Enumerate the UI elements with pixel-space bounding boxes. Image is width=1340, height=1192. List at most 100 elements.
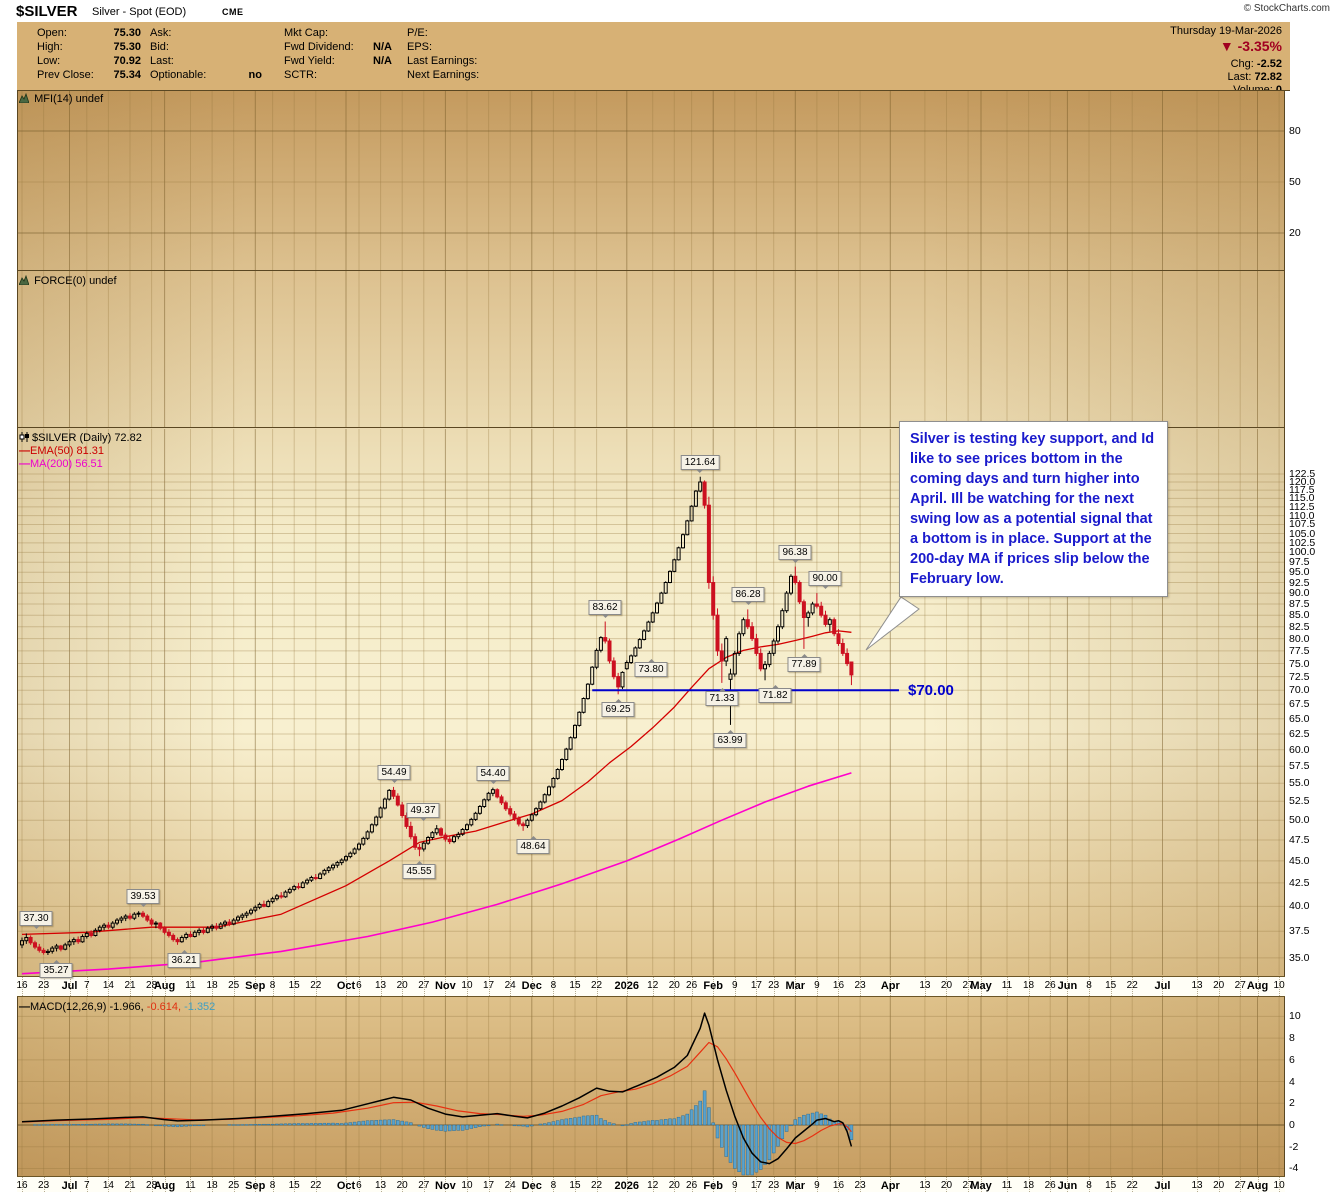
week-tick bbox=[652, 1177, 654, 1192]
week-tick bbox=[1089, 1177, 1091, 1192]
week-tick bbox=[272, 977, 274, 996]
x-axis-label: Jun bbox=[1057, 1180, 1078, 1192]
y-axis-label: 35.0 bbox=[1289, 952, 1310, 964]
y-axis-label: -4 bbox=[1289, 1162, 1299, 1175]
y-axis-label: 57.5 bbox=[1289, 760, 1310, 772]
x-axis-label: 11 bbox=[1001, 980, 1013, 991]
week-tick bbox=[981, 1177, 983, 1192]
x-axis-label: 23 bbox=[854, 1180, 866, 1191]
x-axis-label: 23 bbox=[38, 980, 50, 991]
week-tick bbox=[233, 977, 235, 996]
y-axis-label: 60.0 bbox=[1289, 744, 1310, 756]
week-tick bbox=[1240, 977, 1242, 996]
week-tick bbox=[108, 1177, 110, 1192]
x-axis-label: 20 bbox=[668, 1180, 680, 1191]
x-axis-label: 2026 bbox=[614, 1180, 640, 1192]
x-axis-label: 8 bbox=[269, 1180, 276, 1191]
week-tick bbox=[890, 1177, 892, 1192]
x-axis-label: Jul bbox=[1154, 980, 1171, 992]
x-axis-label: 10 bbox=[1273, 1180, 1285, 1191]
y-axis-label: 92.5 bbox=[1289, 577, 1310, 589]
y-axis-label: 120.0 bbox=[1289, 476, 1316, 488]
week-tick bbox=[315, 1177, 317, 1192]
week-tick bbox=[69, 1177, 71, 1192]
y-axis-label: 100.0 bbox=[1289, 546, 1316, 558]
x-axis-label: 20 bbox=[940, 980, 953, 991]
x-axis-label: Feb bbox=[703, 980, 723, 992]
title-bar: $SILVER Silver - Spot (EOD) CME © StockC… bbox=[0, 0, 1340, 22]
week-tick bbox=[255, 1177, 257, 1192]
week-tick bbox=[1279, 1177, 1281, 1192]
legend-item: —EMA(50) 81.31 bbox=[19, 445, 104, 457]
week-tick bbox=[445, 1177, 447, 1192]
x-axis-label: Oct bbox=[336, 1180, 356, 1192]
week-tick bbox=[1197, 977, 1199, 996]
ticker-name: Silver - Spot (EOD) bbox=[92, 6, 187, 18]
x-axis-label: 16 bbox=[17, 980, 28, 991]
x-axis-label: 25 bbox=[228, 1180, 240, 1191]
week-tick bbox=[402, 977, 404, 996]
quote-date: Thursday 19-Mar-2026 bbox=[1170, 25, 1282, 37]
y-axis-label: 80.0 bbox=[1289, 633, 1310, 645]
x-axis-label: 13 bbox=[1191, 980, 1203, 991]
week-tick bbox=[713, 1177, 715, 1192]
x-axis-label: 17 bbox=[750, 980, 762, 991]
y-axis-label: -2 bbox=[1289, 1140, 1299, 1153]
x-axis-label: 9 bbox=[732, 1180, 738, 1191]
y-axis-label: 0 bbox=[1289, 1119, 1295, 1131]
x-axis-label: 22 bbox=[1126, 980, 1138, 991]
week-tick bbox=[164, 977, 166, 996]
week-tick bbox=[1050, 1177, 1052, 1192]
week-tick bbox=[691, 977, 693, 996]
x-axis-label: 23 bbox=[854, 980, 866, 991]
week-tick bbox=[190, 1177, 192, 1192]
week-tick bbox=[1240, 1177, 1242, 1192]
x-axis-label: 20 bbox=[1213, 980, 1225, 991]
y-axis-label: 80 bbox=[1289, 125, 1301, 137]
x-axis-label: 17 bbox=[750, 1180, 762, 1191]
week-tick bbox=[380, 1177, 382, 1192]
x-axis-label: 27 bbox=[962, 980, 974, 991]
x-axis-label: Mar bbox=[785, 1180, 806, 1192]
y-axis-label: 85.0 bbox=[1289, 609, 1310, 621]
x-axis-label: 6 bbox=[356, 1180, 362, 1191]
week-tick bbox=[445, 977, 447, 996]
x-axis-label: 8 bbox=[550, 1180, 557, 1191]
x-axis-label: 27 bbox=[418, 1180, 430, 1191]
x-axis-label: Nov bbox=[434, 980, 456, 992]
x-axis-label: 17 bbox=[482, 1180, 495, 1191]
quote-field: Bid: bbox=[150, 41, 169, 53]
x-axis-label: 15 bbox=[569, 980, 581, 991]
y-axis-label: 50.0 bbox=[1289, 814, 1310, 826]
week-tick bbox=[22, 977, 23, 996]
x-axis-label: 15 bbox=[288, 980, 300, 991]
y-axis-label: 87.5 bbox=[1289, 598, 1310, 610]
week-tick bbox=[816, 977, 818, 996]
week-tick bbox=[596, 977, 598, 996]
week-tick bbox=[574, 977, 576, 996]
x-axis-label: 28 bbox=[146, 1180, 158, 1191]
y-axis-label: 77.5 bbox=[1289, 645, 1310, 657]
legend-item: —MACD(12,26,9) -1.966, -0.614, -1.352 bbox=[19, 1001, 216, 1013]
quote-field: Fwd Yield: N/A bbox=[284, 55, 392, 67]
week-tick bbox=[22, 1177, 23, 1192]
mfi-legend: MFI(14) undef bbox=[19, 93, 103, 106]
x-axis-label: Jun bbox=[1057, 980, 1078, 992]
y-axis-label: 65.0 bbox=[1289, 713, 1310, 725]
x-axis-label: 15 bbox=[569, 1180, 581, 1191]
y-axis-label: 40.0 bbox=[1289, 900, 1310, 912]
x-axis-label: Nov bbox=[434, 1180, 456, 1192]
week-tick bbox=[553, 977, 555, 996]
week-tick bbox=[734, 1177, 736, 1192]
week-tick bbox=[968, 977, 970, 996]
x-axis-label: 18 bbox=[206, 980, 218, 991]
week-tick bbox=[358, 977, 360, 996]
x-axis-label: 13 bbox=[919, 1180, 931, 1191]
week-tick bbox=[531, 977, 533, 996]
x-axis-label: 12 bbox=[647, 980, 659, 991]
quote-field: SCTR: bbox=[284, 69, 317, 81]
week-tick bbox=[924, 1177, 926, 1192]
annotation-note: Silver is testing key support, and Id li… bbox=[899, 421, 1168, 597]
y-axis-label: 4 bbox=[1289, 1075, 1295, 1088]
week-tick bbox=[816, 1177, 818, 1192]
